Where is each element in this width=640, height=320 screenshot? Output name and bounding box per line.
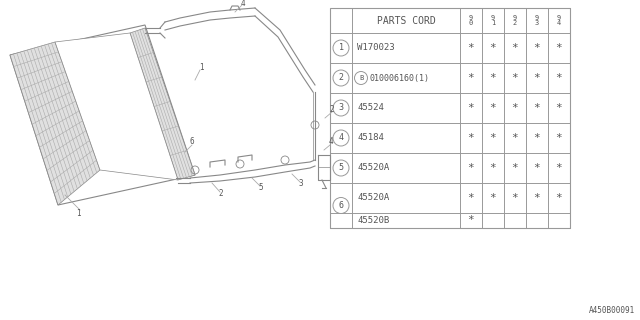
Text: *: * (468, 73, 474, 83)
Bar (330, 8, 570, 228)
Text: W170023: W170023 (357, 44, 395, 52)
Text: 1: 1 (339, 44, 344, 52)
Text: *: * (468, 193, 474, 203)
Text: *: * (490, 163, 497, 173)
Text: *: * (556, 133, 563, 143)
Text: *: * (534, 103, 540, 113)
Text: *: * (534, 163, 540, 173)
Text: *: * (468, 133, 474, 143)
Text: *: * (556, 43, 563, 53)
Text: *: * (511, 163, 518, 173)
Text: *: * (556, 103, 563, 113)
Text: 9
1: 9 1 (491, 15, 495, 26)
Polygon shape (130, 28, 195, 180)
Text: 45520A: 45520A (357, 194, 389, 203)
Text: 3: 3 (339, 103, 344, 113)
Text: 2: 2 (219, 189, 223, 198)
Text: *: * (490, 73, 497, 83)
Text: *: * (468, 103, 474, 113)
Text: *: * (556, 193, 563, 203)
Text: *: * (490, 133, 497, 143)
Text: 5: 5 (339, 164, 344, 172)
Text: 9
2: 9 2 (513, 15, 517, 26)
Text: 45524: 45524 (357, 103, 384, 113)
Text: *: * (511, 103, 518, 113)
Text: 5: 5 (259, 183, 263, 193)
Text: 1: 1 (76, 209, 80, 218)
Text: 010006160(1): 010006160(1) (369, 74, 429, 83)
Text: 2: 2 (330, 106, 334, 115)
Text: 6: 6 (339, 201, 344, 210)
Text: 45184: 45184 (357, 133, 384, 142)
Text: *: * (511, 43, 518, 53)
Text: *: * (468, 215, 474, 226)
Text: *: * (534, 73, 540, 83)
Text: *: * (468, 163, 474, 173)
Text: *: * (534, 43, 540, 53)
Text: 4: 4 (241, 0, 245, 7)
Text: B: B (359, 75, 363, 81)
Text: A450B00091: A450B00091 (589, 306, 635, 315)
Text: *: * (534, 133, 540, 143)
Text: *: * (511, 133, 518, 143)
Text: *: * (468, 43, 474, 53)
Text: PARTS CORD: PARTS CORD (376, 15, 435, 26)
Text: *: * (490, 43, 497, 53)
Text: 45520A: 45520A (357, 164, 389, 172)
Text: 9
3: 9 3 (535, 15, 539, 26)
Text: *: * (511, 73, 518, 83)
Text: 9
0: 9 0 (469, 15, 473, 26)
Text: 4: 4 (329, 138, 333, 147)
Text: 9
4: 9 4 (557, 15, 561, 26)
Text: *: * (490, 103, 497, 113)
Text: 3: 3 (299, 180, 303, 188)
Text: *: * (511, 193, 518, 203)
Text: 2: 2 (339, 74, 344, 83)
Text: 4: 4 (339, 133, 344, 142)
Text: 6: 6 (189, 138, 195, 147)
Text: *: * (556, 163, 563, 173)
Text: 1: 1 (198, 63, 204, 73)
Text: *: * (556, 73, 563, 83)
Text: *: * (534, 193, 540, 203)
Text: *: * (490, 193, 497, 203)
Polygon shape (10, 42, 100, 205)
Text: 45520B: 45520B (357, 216, 389, 225)
Polygon shape (55, 33, 178, 180)
